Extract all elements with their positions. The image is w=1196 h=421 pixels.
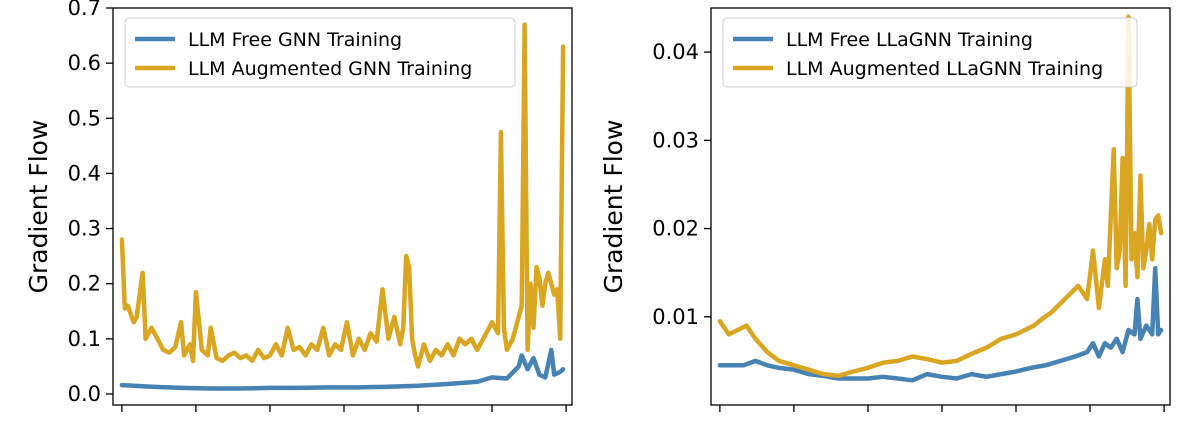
x-tick-label: 0 — [115, 419, 128, 421]
series-line-llm-augmented-gnn-training — [119, 22, 566, 369]
series-group — [119, 22, 566, 391]
legend-label: LLM Augmented LLaGNN Training — [786, 58, 1103, 80]
x-tick-label: 75 — [331, 419, 358, 421]
series-line-llm-free-llagnn-training — [717, 266, 1164, 383]
y-tick-label: 0.5 — [68, 106, 101, 130]
x-tick-label: 100 — [996, 419, 1036, 421]
chart-panel-2: 0.01 0.02 0.03 0.04 0 25 50 75 100 125 150 Gradient… — [599, 7, 1184, 421]
x-tick-label: 150 — [546, 419, 586, 421]
x-tick-label: 100 — [398, 419, 438, 421]
legend-label: LLM Free GNN Training — [188, 29, 402, 51]
y-tick-label: 0.4 — [68, 161, 101, 185]
y-tick-label: 0.0 — [68, 382, 101, 406]
y-tick-label: 0.2 — [68, 272, 101, 296]
y-tick-label: 0.02 — [652, 217, 699, 241]
x-tick-label: 0 — [713, 419, 726, 421]
y-axis-title: Gradient Flow — [24, 120, 53, 294]
series-line-llm-free-gnn-training — [119, 347, 566, 391]
y-tick-label: 0.04 — [652, 40, 699, 64]
x-tick-label: 50 — [855, 419, 882, 421]
x-tick-label: 125 — [472, 419, 512, 421]
series-line-llm-augmented-llagnn-training — [717, 14, 1164, 379]
legend-box — [722, 17, 1138, 88]
y-tick-label: 0.03 — [652, 128, 699, 152]
x-tick-label: 50 — [257, 419, 284, 421]
y-tick-label: 0.3 — [68, 217, 101, 241]
legend-box — [124, 17, 516, 88]
chart-panel-1: 0.0 0.1 0.2 0.3 0.4 0.5 0.6 0.7 0 25 50 75 100 125 150… — [24, 0, 586, 421]
y-axis-title: Gradient Flow — [599, 120, 628, 294]
x-tick-label: 150 — [1144, 419, 1184, 421]
x-tick-label: 25 — [781, 419, 808, 421]
legend-label: LLM Augmented GNN Training — [188, 58, 472, 80]
plot-frame — [112, 7, 573, 406]
y-tick-label: 0.1 — [68, 327, 101, 351]
plot-frame — [710, 7, 1171, 406]
legend-label: LLM Free LLaGNN Training — [786, 29, 1033, 51]
legend: LLM Free LLaGNN Training LLM Augmented LL… — [722, 17, 1138, 88]
x-tick-label: 25 — [183, 419, 210, 421]
legend: LLM Free GNN Training LLM Augmented GNN T… — [124, 17, 516, 88]
x-tick-label: 125 — [1070, 419, 1110, 421]
x-tick-label: 75 — [929, 419, 956, 421]
series-group — [717, 14, 1164, 383]
y-tick-label: 0.7 — [68, 0, 101, 20]
y-tick-label: 0.6 — [68, 51, 101, 75]
y-tick-label: 0.01 — [652, 305, 699, 329]
